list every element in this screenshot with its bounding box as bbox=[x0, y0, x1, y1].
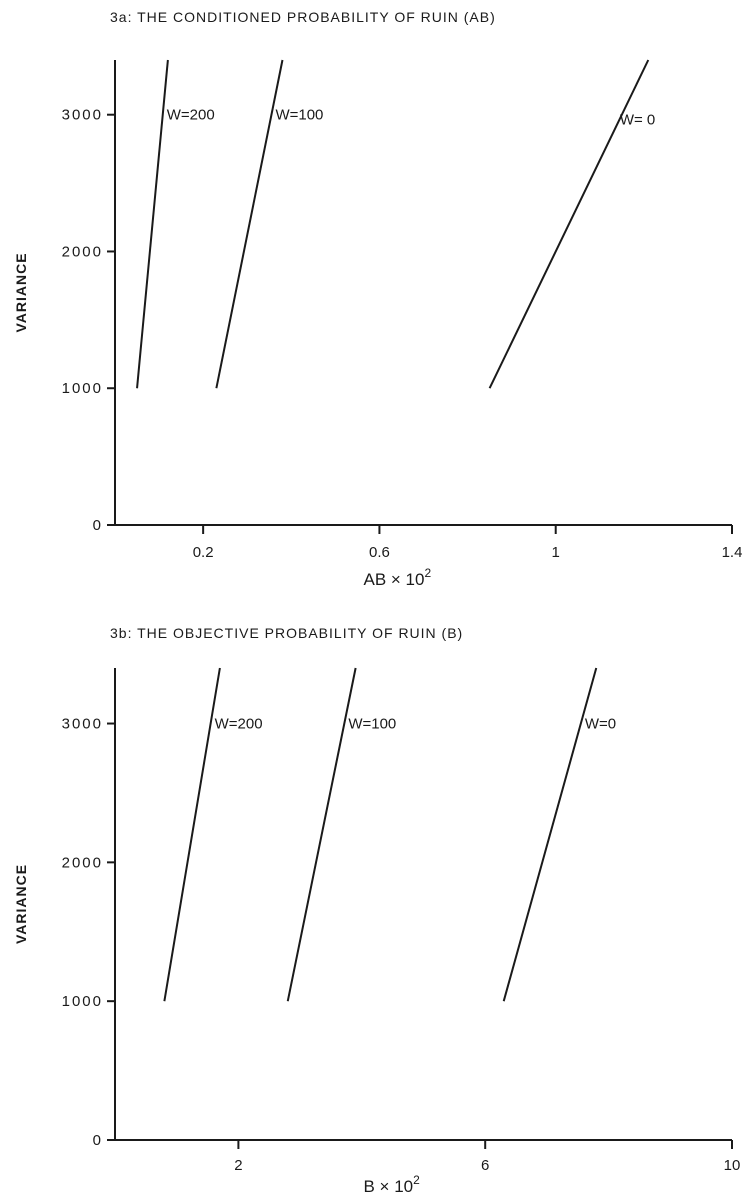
series-line bbox=[136, 59, 169, 389]
x-axis-label-exponent: 2 bbox=[424, 566, 431, 580]
series-label: W= 0 bbox=[620, 112, 655, 129]
x-tick-label: 1 bbox=[552, 544, 560, 561]
x-tick-label: 10 bbox=[724, 1157, 741, 1174]
y-tick-label: 2000 bbox=[62, 243, 103, 260]
x-tick-label: 0.2 bbox=[193, 544, 214, 561]
series-line bbox=[215, 59, 284, 389]
series-label: W=0 bbox=[585, 716, 616, 733]
y-tick-label: 1000 bbox=[62, 993, 103, 1010]
y-tick-label: 3000 bbox=[62, 716, 103, 733]
y-tick-label: 2000 bbox=[62, 854, 103, 871]
series-label: W=100 bbox=[275, 107, 323, 124]
series-line bbox=[286, 667, 357, 1002]
x-tick-label: 0.6 bbox=[369, 544, 390, 561]
chart-3b: 3b: THE OBJECTIVE PROBABILITY OF RUIN (B… bbox=[13, 625, 740, 1196]
y-tick-label: 0 bbox=[93, 517, 103, 534]
chart-title: 3a: THE CONDITIONED PROBABILITY OF RUIN … bbox=[110, 9, 496, 25]
x-tick-label: 6 bbox=[481, 1157, 489, 1174]
x-axis-label-text: B × 10 bbox=[364, 1177, 414, 1196]
series-label: W=100 bbox=[348, 716, 396, 733]
x-axis-label-text: AB × 10 bbox=[364, 570, 425, 589]
y-tick-label: 0 bbox=[93, 1132, 103, 1149]
x-axis-label-exponent: 2 bbox=[413, 1173, 420, 1187]
series-line bbox=[502, 667, 598, 1002]
x-axis-label: B × 102 bbox=[364, 1173, 421, 1196]
series-label: W=200 bbox=[167, 107, 215, 124]
series-line bbox=[163, 667, 221, 1002]
series-label: W=200 bbox=[215, 716, 263, 733]
x-tick-label: 1.4 bbox=[722, 544, 742, 561]
series-line bbox=[488, 59, 650, 389]
chart-title: 3b: THE OBJECTIVE PROBABILITY OF RUIN (B… bbox=[110, 625, 463, 641]
x-tick-label: 2 bbox=[234, 1157, 242, 1174]
y-axis-label: VARIANCE bbox=[13, 864, 29, 944]
y-axis-label: VARIANCE bbox=[13, 252, 29, 332]
y-tick-label: 1000 bbox=[62, 380, 103, 397]
y-tick-label: 3000 bbox=[62, 107, 103, 124]
chart-3a: 3a: THE CONDITIONED PROBABILITY OF RUIN … bbox=[13, 9, 742, 589]
x-axis-label: AB × 102 bbox=[364, 566, 432, 589]
